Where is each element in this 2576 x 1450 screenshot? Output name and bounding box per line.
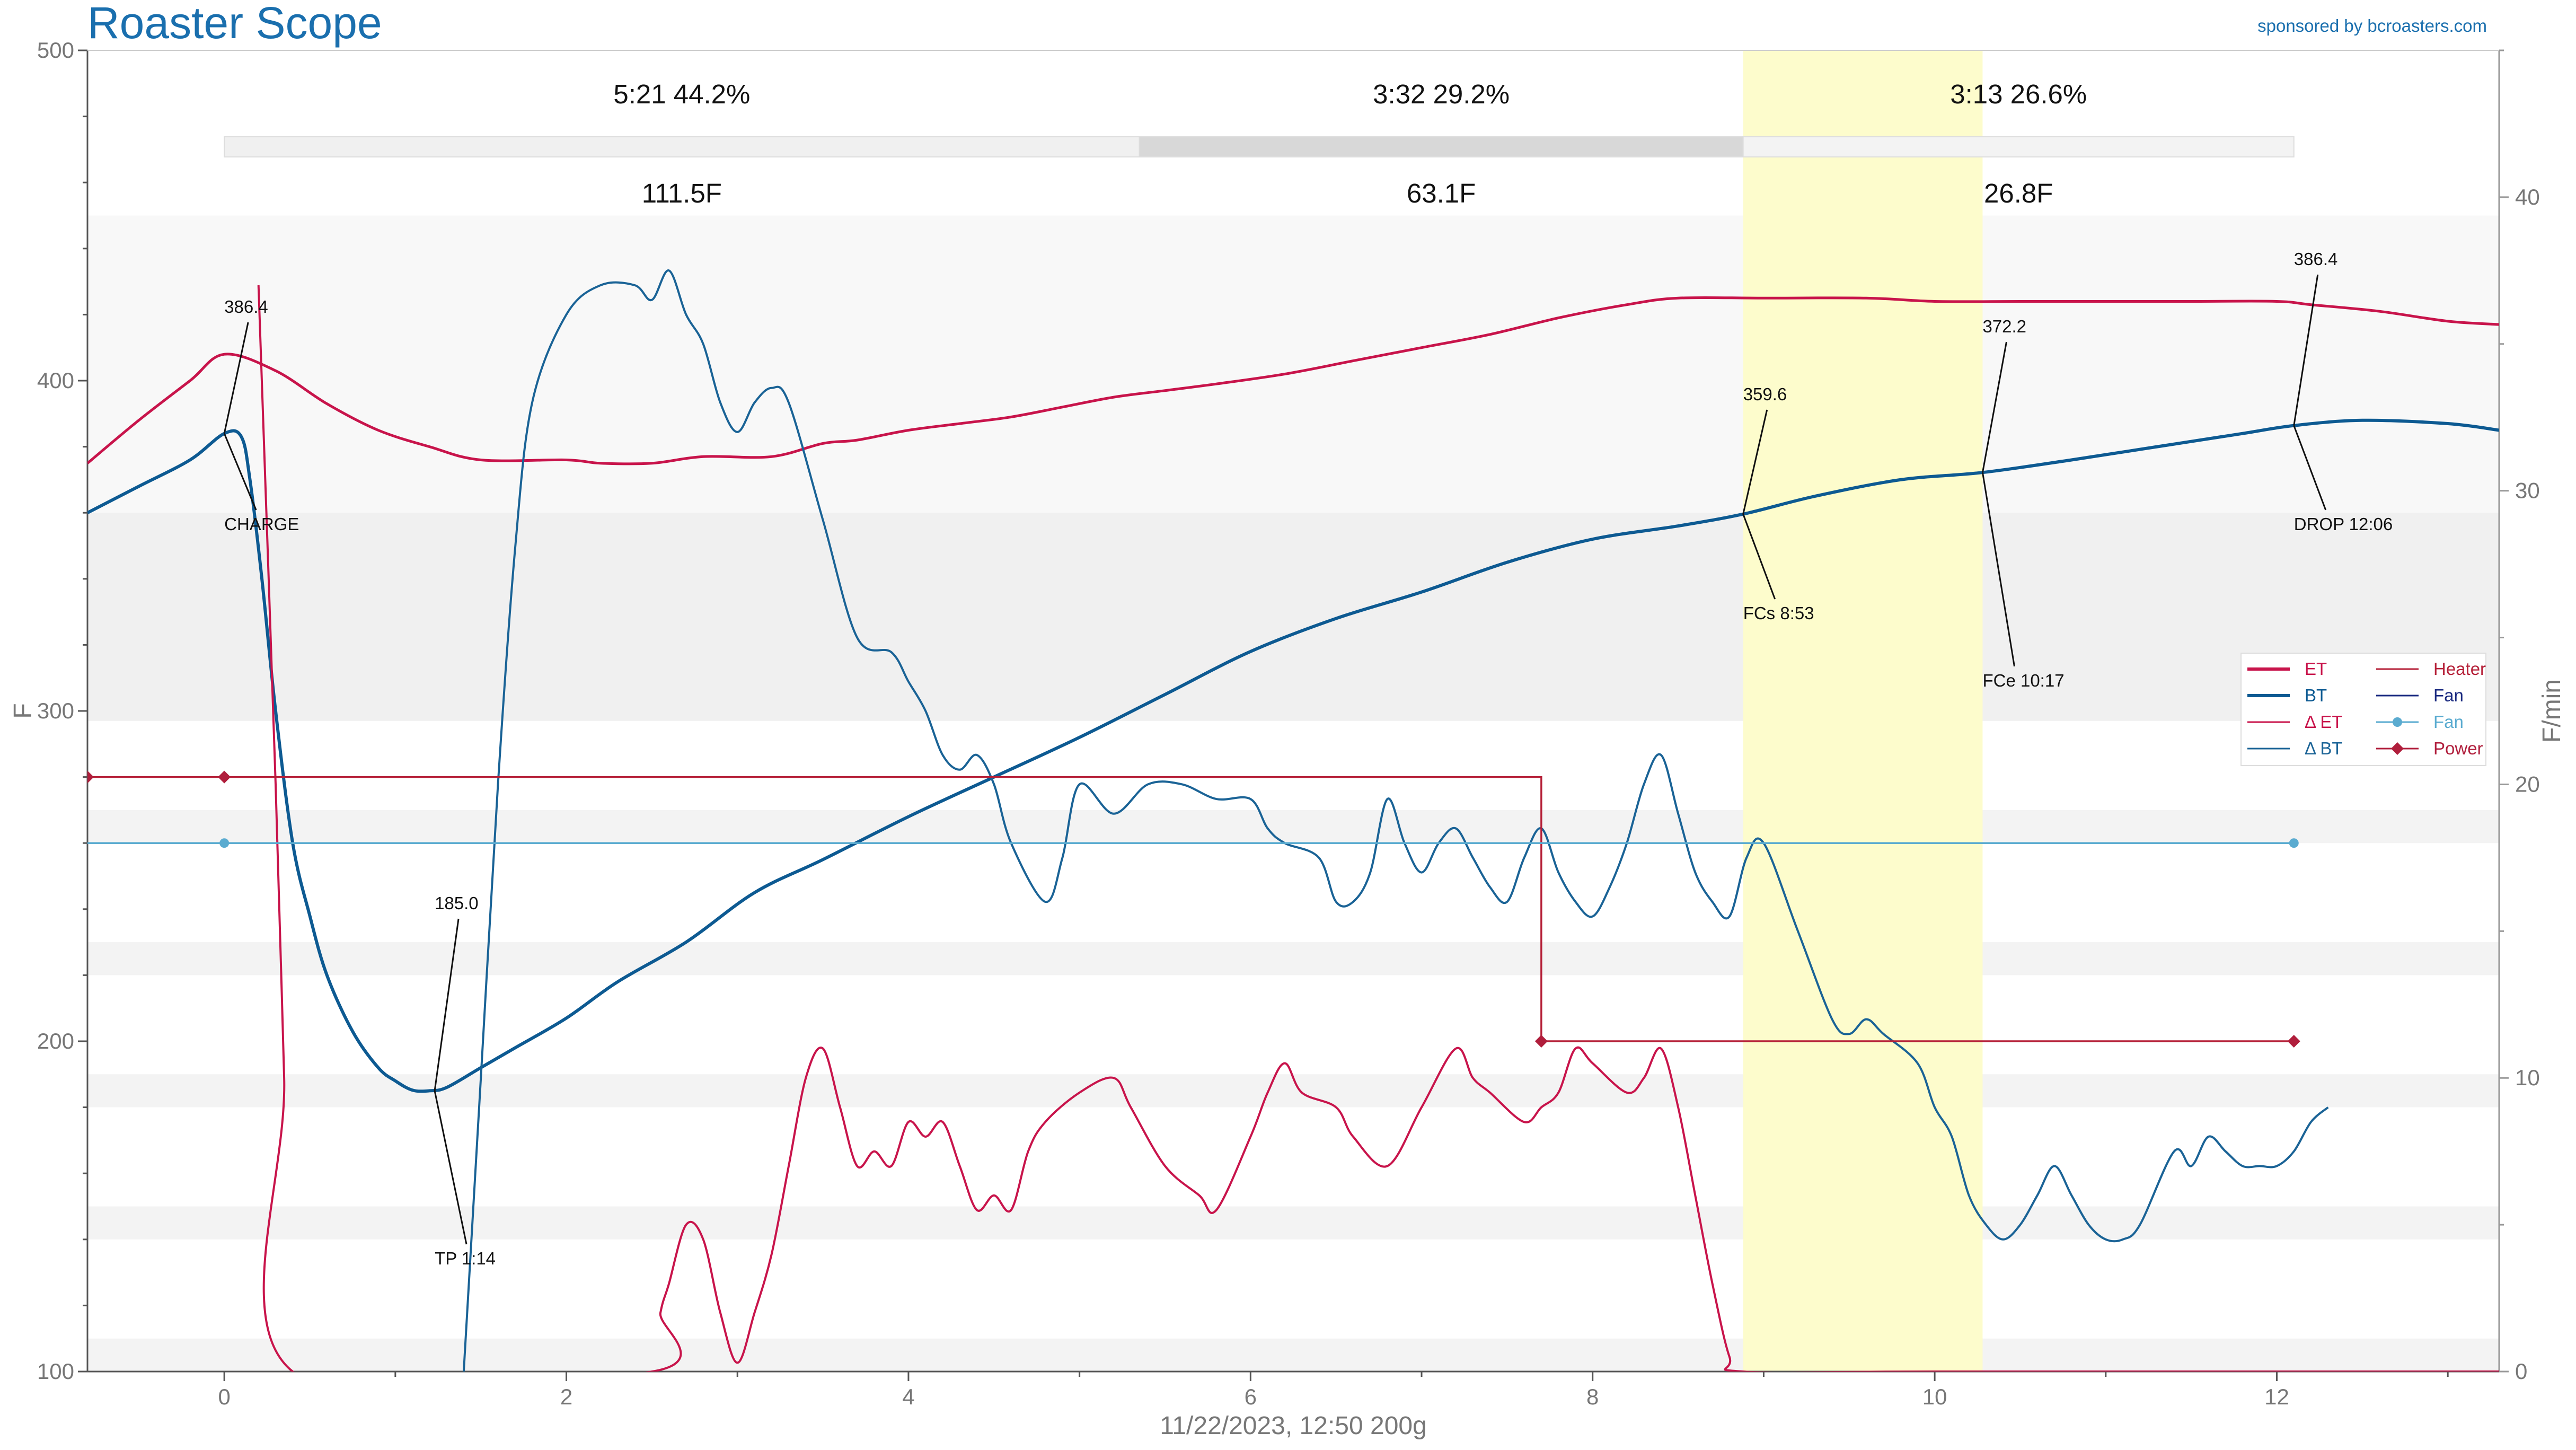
band-stripe: [87, 810, 2499, 843]
band-mid: [87, 513, 2499, 721]
annotation-leader: [434, 918, 460, 1091]
annotation-leader: [2293, 274, 2319, 426]
roast-date-weight: 11/22/2023, 12:50 200g: [1160, 1412, 1427, 1440]
event-annotations: 386.4 CHARGE 185.0 TP 1:14 359.6 FCs 8:53 372.…: [223, 249, 2393, 1268]
y-axis-label: F: [9, 703, 37, 718]
annotation-leader: [1742, 409, 1768, 515]
annotation-label: TP 1:14: [435, 1249, 496, 1268]
annotation-label: FCs 8:53: [1743, 603, 1814, 623]
series-lines: [87, 269, 2499, 1372]
annotation-value: 185.0: [435, 893, 479, 913]
sponsor-link[interactable]: sponsored by bcroasters.com: [2257, 16, 2487, 36]
y2-tick-label: 40: [2515, 184, 2540, 209]
chart-title: Roaster Scope: [87, 0, 382, 48]
background-bands: [87, 50, 2499, 1372]
power-marker: [87, 770, 94, 784]
y-tick-label: 400: [37, 368, 74, 393]
series-markers: [87, 770, 2300, 1048]
legend-label: ET: [2305, 659, 2327, 679]
y2-tick-label: 20: [2515, 771, 2540, 796]
annotation-value: 386.4: [224, 297, 268, 317]
phase-segment: [1139, 136, 1744, 157]
y2-tick-label: 10: [2515, 1065, 2540, 1090]
legend-swatch-dot: [2393, 717, 2402, 727]
annotation-label: FCe 10:17: [1982, 671, 2064, 690]
series-delta-et: [257, 285, 2499, 1372]
y-tick-label: 500: [37, 38, 74, 63]
x-tick-label: 12: [2264, 1384, 2289, 1409]
phase-bar: 5:21 44.2% 111.5F 3:32 29.2% 63.1F 3:13 26.6…: [224, 79, 2295, 208]
development-band: [1743, 50, 1983, 1372]
band-stripe: [87, 942, 2499, 976]
y2-tick-label: 0: [2515, 1359, 2527, 1384]
annotation-label: CHARGE: [224, 514, 299, 534]
y2-axis-label: F/min: [2538, 679, 2566, 743]
legend-label: Fan: [2433, 712, 2464, 732]
annotation-label: DROP 12:06: [2294, 514, 2393, 534]
band-stripe: [87, 1338, 2499, 1372]
series-delta-bt: [462, 269, 2329, 1372]
phase-segment: [1742, 136, 2295, 157]
power-marker: [1534, 1035, 1548, 1048]
legend: ET BT Δ ET Δ BT Heater Fan Fan Power: [2240, 653, 2486, 766]
band-stripe: [87, 1206, 2499, 1240]
power-marker: [218, 770, 231, 784]
phase-time-pct: 5:21 44.2%: [613, 79, 750, 109]
phase-rise: 111.5F: [642, 178, 722, 208]
annotation-value: 372.2: [1982, 317, 2026, 336]
legend-label: Δ ET: [2305, 712, 2343, 732]
power-marker: [2287, 1035, 2300, 1048]
x-tick-label: 4: [902, 1384, 914, 1409]
development-band-rect: [1743, 50, 1983, 1372]
phase-segment: [224, 136, 1140, 157]
axes: 0 2 4 6 8 10 12 100 200 300 400 500 0 10 20 30 40 F F/min: [9, 38, 2566, 1409]
phase-time-pct: 3:32 29.2%: [1373, 79, 1510, 109]
annotation-leader: [223, 322, 249, 434]
phase-time-pct: 3:13 26.6%: [1950, 79, 2087, 109]
annotation-leader: [1742, 514, 1776, 600]
legend-label: Fan: [2433, 686, 2464, 705]
legend-label: Power: [2433, 739, 2483, 758]
x-tick-label: 10: [1922, 1384, 1947, 1409]
legend-label: Δ BT: [2305, 739, 2343, 758]
series-et: [87, 296, 2499, 465]
legend-box: [2240, 653, 2486, 766]
annotation-leader: [1981, 472, 2015, 667]
legend-label: Heater: [2433, 659, 2486, 679]
x-tick-label: 2: [560, 1384, 572, 1409]
legend-swatch-diamond: [2391, 742, 2404, 755]
x-tick-label: 0: [218, 1384, 230, 1409]
legend-label: BT: [2305, 686, 2327, 705]
annotation-value: 359.6: [1743, 384, 1787, 404]
annotation-leader: [223, 433, 257, 511]
y-tick-label: 300: [37, 698, 74, 723]
fan-marker: [219, 838, 230, 848]
band-high: [87, 215, 2499, 513]
phase-rise: 63.1F: [1407, 178, 1476, 208]
y-tick-label: 100: [37, 1359, 74, 1384]
x-tick-label: 6: [1245, 1384, 1257, 1409]
series-heater: [87, 776, 2294, 1042]
series-bt: [87, 418, 2499, 1093]
fan-marker: [2289, 838, 2299, 848]
annotation-leader: [434, 1091, 467, 1245]
annotation-leader: [2293, 425, 2327, 511]
x-tick-label: 8: [1586, 1384, 1599, 1409]
phase-rise: 26.8F: [1984, 178, 2053, 208]
annotation-leader: [1981, 341, 2007, 473]
annotation-value: 386.4: [2294, 249, 2338, 269]
y-tick-label: 200: [37, 1029, 74, 1053]
y2-tick-label: 30: [2515, 478, 2540, 503]
